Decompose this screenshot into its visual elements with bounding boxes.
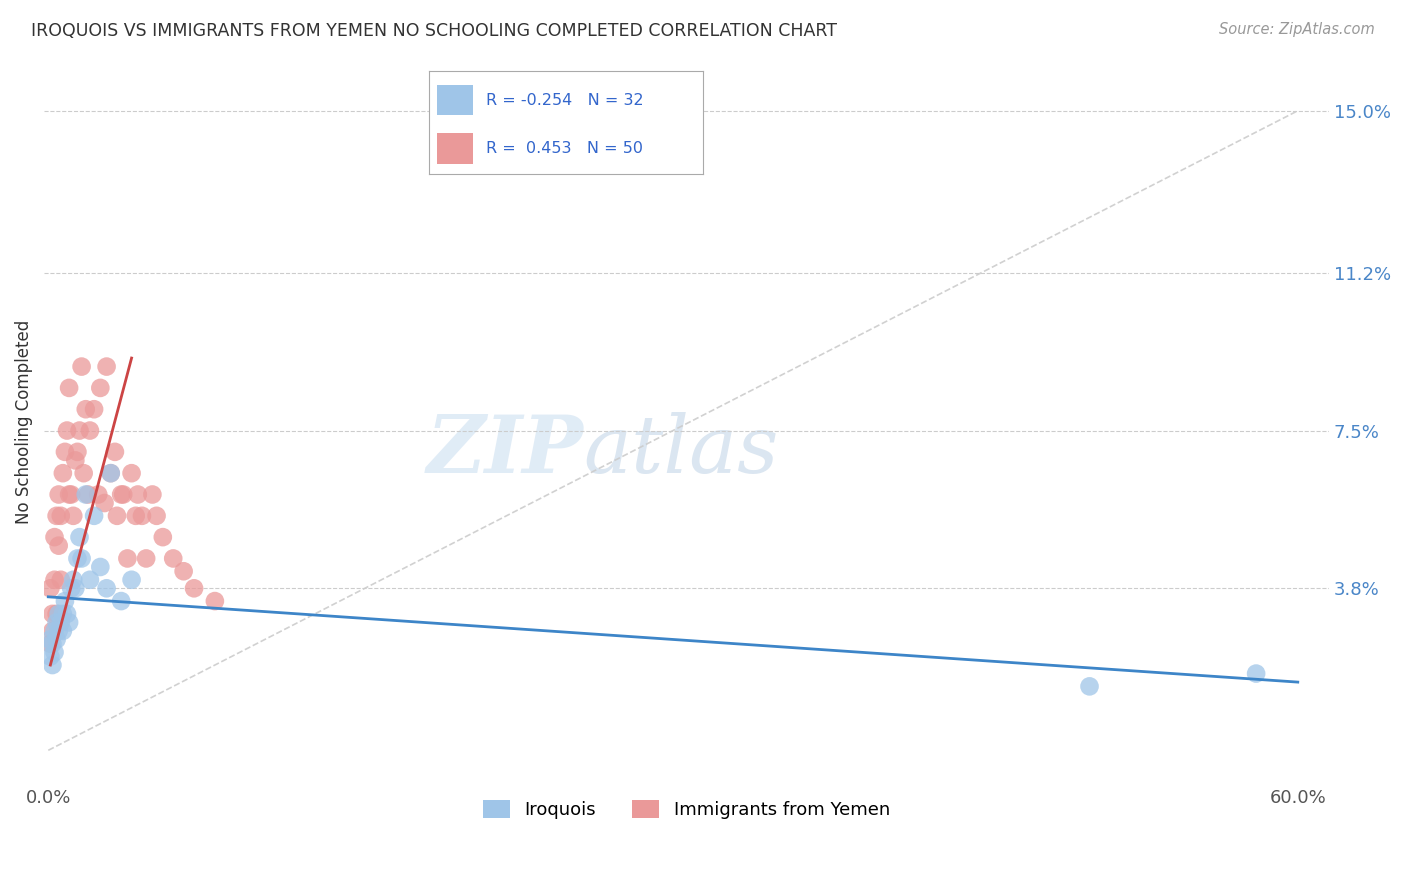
Point — [183, 582, 205, 596]
Point — [127, 487, 149, 501]
Point — [121, 466, 143, 480]
Point — [60, 582, 83, 596]
Point — [44, 624, 66, 638]
Point — [48, 607, 70, 621]
Point — [48, 624, 70, 638]
Point — [73, 466, 96, 480]
Point — [52, 624, 75, 638]
Point — [162, 551, 184, 566]
Point — [45, 508, 67, 523]
Point — [60, 487, 83, 501]
Point — [49, 573, 72, 587]
Point — [56, 424, 79, 438]
Point — [39, 632, 62, 647]
Point — [56, 607, 79, 621]
Point — [41, 607, 63, 621]
Y-axis label: No Schooling Completed: No Schooling Completed — [15, 320, 32, 524]
Point — [66, 445, 89, 459]
Point — [83, 402, 105, 417]
Point — [121, 573, 143, 587]
Point — [104, 445, 127, 459]
Point — [173, 564, 195, 578]
Point — [152, 530, 174, 544]
Point — [96, 359, 118, 374]
Point — [96, 582, 118, 596]
Point — [39, 582, 62, 596]
Legend: Iroquois, Immigrants from Yemen: Iroquois, Immigrants from Yemen — [475, 792, 897, 826]
Point — [131, 508, 153, 523]
Point — [69, 530, 91, 544]
Point — [65, 582, 87, 596]
Point — [75, 487, 97, 501]
Point — [44, 530, 66, 544]
FancyBboxPatch shape — [437, 133, 472, 163]
Point — [89, 560, 111, 574]
Point — [1244, 666, 1267, 681]
Text: IROQUOIS VS IMMIGRANTS FROM YEMEN NO SCHOOLING COMPLETED CORRELATION CHART: IROQUOIS VS IMMIGRANTS FROM YEMEN NO SCH… — [31, 22, 837, 40]
Point — [75, 402, 97, 417]
Point — [41, 658, 63, 673]
Point — [39, 649, 62, 664]
Point — [93, 496, 115, 510]
Point — [117, 551, 139, 566]
Text: ZIP: ZIP — [427, 412, 583, 490]
Point — [125, 508, 148, 523]
Point — [110, 487, 132, 501]
Text: atlas: atlas — [583, 412, 779, 490]
Point — [145, 508, 167, 523]
Point — [45, 632, 67, 647]
Point — [70, 359, 93, 374]
Text: Source: ZipAtlas.com: Source: ZipAtlas.com — [1219, 22, 1375, 37]
Point — [62, 573, 84, 587]
Point — [58, 381, 80, 395]
Point — [1078, 679, 1101, 693]
Point — [105, 508, 128, 523]
Point — [87, 487, 110, 501]
Point — [41, 637, 63, 651]
Point — [65, 453, 87, 467]
Point — [48, 487, 70, 501]
FancyBboxPatch shape — [437, 85, 472, 115]
Point — [76, 487, 98, 501]
Point — [45, 607, 67, 621]
Text: R = -0.254   N = 32: R = -0.254 N = 32 — [486, 93, 644, 108]
Point — [45, 615, 67, 630]
Point — [52, 607, 75, 621]
Point — [44, 573, 66, 587]
Point — [79, 573, 101, 587]
Point — [79, 424, 101, 438]
Point — [204, 594, 226, 608]
Point — [100, 466, 122, 480]
Point — [49, 615, 72, 630]
Point — [112, 487, 135, 501]
Point — [49, 508, 72, 523]
Point — [44, 645, 66, 659]
Point — [83, 508, 105, 523]
Point — [66, 551, 89, 566]
Point — [100, 466, 122, 480]
Point — [69, 424, 91, 438]
Point — [135, 551, 157, 566]
Point — [58, 487, 80, 501]
Point — [53, 445, 76, 459]
Point — [89, 381, 111, 395]
Point — [41, 624, 63, 638]
Point — [52, 466, 75, 480]
Point — [62, 508, 84, 523]
Text: R =  0.453   N = 50: R = 0.453 N = 50 — [486, 141, 644, 156]
Point — [58, 615, 80, 630]
Point — [39, 637, 62, 651]
Point — [110, 594, 132, 608]
Point — [70, 551, 93, 566]
Point — [53, 594, 76, 608]
Point — [141, 487, 163, 501]
Point — [48, 539, 70, 553]
